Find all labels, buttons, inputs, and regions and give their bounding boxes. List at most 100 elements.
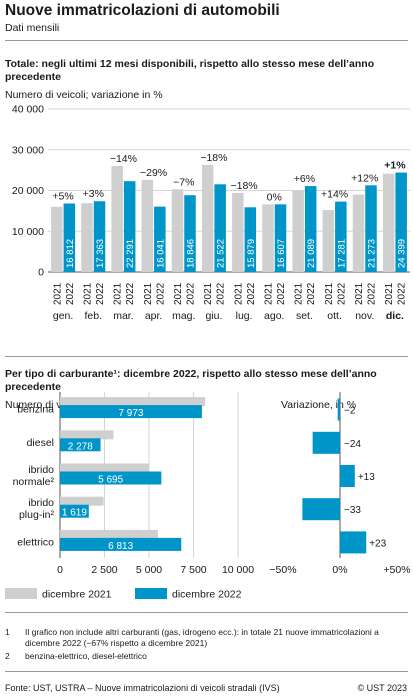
- divider: [5, 671, 408, 672]
- x-tick-label: 0: [57, 564, 63, 576]
- value-label: 22 291: [125, 239, 136, 268]
- value-label: 17 363: [95, 239, 106, 268]
- month-label: apr.: [145, 310, 163, 322]
- change-label: −18%: [231, 180, 258, 192]
- variation-label: +23: [369, 538, 386, 549]
- bar-dec-2022: [60, 537, 182, 551]
- change-label: +12%: [351, 172, 378, 184]
- copyright: © UST 2023: [357, 683, 408, 693]
- bar-2021: [292, 190, 304, 272]
- bar-dec-2021: [60, 397, 206, 407]
- bar-2021: [171, 189, 184, 272]
- category-label: ibrido: [28, 497, 54, 509]
- change-label: −14%: [110, 153, 137, 165]
- year-label: 2022: [95, 282, 106, 305]
- x-tick-label: 0%: [332, 564, 347, 576]
- bar-2021: [232, 192, 244, 272]
- year-label: 2021: [233, 282, 244, 305]
- category-label: plug-in²: [19, 509, 55, 521]
- y-tick-label: 40 000: [12, 104, 44, 116]
- footnote-mark-1: 1: [5, 627, 10, 637]
- value-label: 16 041: [155, 239, 166, 268]
- value-label: 6 813: [108, 541, 133, 552]
- value-label: 18 846: [186, 239, 197, 268]
- page-title: Nuove immatricolazioni di automobili: [5, 2, 280, 19]
- value-label: 15 879: [246, 239, 257, 268]
- variation-label: +13: [358, 472, 375, 483]
- year-label: 2021: [264, 282, 275, 305]
- month-label: ago.: [264, 310, 284, 322]
- bar-2021: [352, 194, 365, 272]
- change-label: −7%: [173, 176, 194, 188]
- year-label: 2021: [113, 282, 124, 305]
- month-label: feb.: [84, 310, 102, 322]
- xlabel-change: Variazione, in %: [281, 399, 357, 411]
- variation-bar: [337, 398, 340, 421]
- year-label: 2021: [143, 282, 154, 305]
- bar-2021: [51, 206, 63, 272]
- bar-2022: [274, 204, 287, 272]
- x-tick-label: 7 500: [180, 564, 206, 576]
- bar-2022: [395, 172, 407, 272]
- year-label: 2022: [65, 282, 76, 305]
- bar-2022: [244, 207, 257, 272]
- x-tick-label: 10 000: [222, 564, 254, 576]
- footnote-2: benzina-elettrico, diesel-elettrico: [25, 651, 147, 661]
- year-label: 2022: [276, 282, 287, 305]
- section-title-monthly: Totale: negli ultimi 12 mesi disponibili…: [5, 58, 375, 83]
- month-label: giu.: [205, 310, 222, 322]
- change-label: 0%: [267, 191, 282, 203]
- value-label: 5 695: [98, 475, 123, 486]
- bar-dec-2022: [60, 471, 162, 485]
- value-label: 21 273: [367, 239, 378, 268]
- variation-bar: [340, 465, 355, 487]
- bar-2021: [262, 204, 274, 272]
- x-tick-label: −50%: [269, 564, 296, 576]
- year-label: 2022: [216, 282, 227, 305]
- month-label: set.: [296, 310, 313, 322]
- month-label: gen.: [53, 310, 73, 322]
- bar-2021: [382, 173, 395, 272]
- value-label: 2 278: [68, 441, 93, 452]
- bar-2022: [365, 185, 377, 272]
- variation-bar: [312, 431, 340, 454]
- year-label: 2022: [397, 282, 408, 305]
- bar-dec-2022: [60, 438, 101, 452]
- ylabel-monthly: Numero di veicoli; variazione in %: [5, 89, 163, 101]
- bar-2022: [335, 201, 347, 272]
- category-label: ibrido: [28, 464, 54, 476]
- bar-dec-2022: [60, 504, 89, 518]
- change-label: +3%: [83, 188, 104, 200]
- bar-2021: [141, 179, 154, 272]
- legend-swatch-2022: [135, 588, 167, 599]
- y-tick-label: 30 000: [12, 144, 44, 156]
- bar-dec-2021: [60, 529, 158, 539]
- year-label: 2021: [324, 282, 335, 305]
- category-label: normale²: [13, 476, 55, 488]
- bar-2022: [63, 203, 76, 272]
- change-label: +1%: [384, 160, 406, 172]
- legend-label-2022: dicembre 2022: [172, 589, 242, 601]
- x-tick-label: 5 000: [136, 564, 162, 576]
- year-label: 2022: [336, 282, 347, 305]
- year-label: 2022: [155, 282, 166, 305]
- bar-2022: [214, 184, 226, 272]
- year-label: 2022: [186, 282, 197, 305]
- bar-2022: [154, 206, 166, 272]
- month-label: nov.: [355, 310, 374, 322]
- page-subtitle: Dati mensili: [5, 22, 60, 34]
- category-label: diesel: [27, 437, 54, 449]
- year-label: 2021: [173, 282, 184, 305]
- month-label: mar.: [113, 310, 133, 322]
- footnote-mark-2: 2: [5, 651, 10, 661]
- x-tick-label: +50%: [383, 564, 410, 576]
- value-label: 16 607: [276, 239, 287, 268]
- value-label: 1 619: [62, 508, 87, 519]
- category-label: benzina: [17, 404, 54, 416]
- bar-2021: [201, 164, 214, 272]
- variation-bar: [340, 531, 367, 554]
- bar-dec-2021: [60, 496, 104, 506]
- year-label: 2022: [367, 282, 378, 305]
- year-label: 2021: [354, 282, 365, 305]
